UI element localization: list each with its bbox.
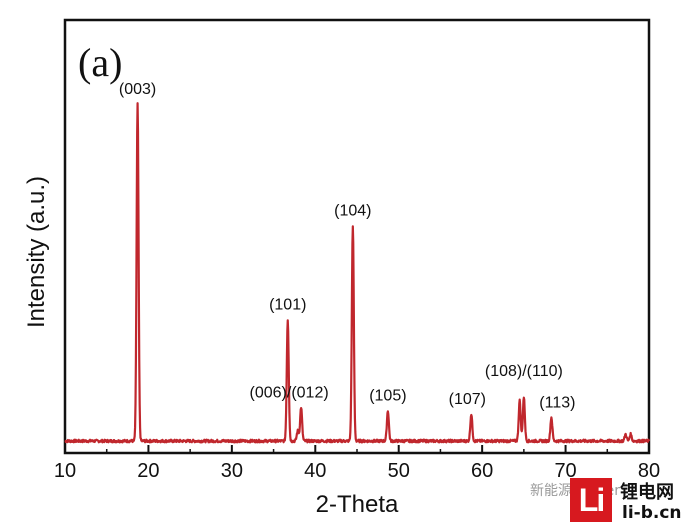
peak-label: (105) [369, 388, 406, 405]
peak-label: (107) [449, 391, 486, 408]
x-ticks: 10 20 30 40 50 60 70 80 [54, 445, 660, 482]
peak-label: (101) [269, 297, 306, 314]
peak-label: (113) [539, 394, 575, 411]
x-tick-label: 80 [638, 460, 660, 482]
y-axis-title: Intensity (a.u.) [23, 176, 50, 328]
peak-label: (003) [119, 81, 156, 98]
x-axis-title: 2-Theta [316, 491, 399, 518]
watermark-site-name: 锂电网 [620, 482, 674, 503]
peak-label: (108)/(110) [485, 363, 563, 380]
xrd-pattern-line [64, 102, 651, 444]
peak-label: (104) [334, 202, 371, 219]
x-tick-label: 40 [304, 460, 326, 482]
x-tick-label: 30 [221, 460, 243, 482]
watermark-logo: Li [570, 478, 612, 522]
peak-labels: (003) (101) (006)/(012) (104) (105) (107) (108… [119, 81, 576, 411]
panel-label: (a) [78, 40, 122, 85]
peak-label: (006)/(012) [250, 384, 329, 401]
x-tick-label: 60 [471, 460, 493, 482]
watermark-url: li-b.cn [622, 503, 682, 523]
x-tick-label: 70 [554, 460, 576, 482]
x-tick-label: 10 [54, 460, 76, 482]
x-tick-label: 50 [388, 460, 410, 482]
x-tick-label: 20 [137, 460, 159, 482]
